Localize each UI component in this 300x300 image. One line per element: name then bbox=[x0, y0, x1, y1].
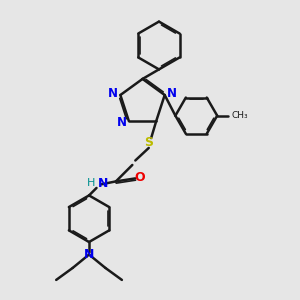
Text: N: N bbox=[98, 177, 109, 190]
Text: N: N bbox=[108, 87, 118, 100]
Text: N: N bbox=[116, 116, 127, 129]
Text: N: N bbox=[167, 87, 177, 100]
Text: S: S bbox=[144, 136, 153, 149]
Text: CH₃: CH₃ bbox=[231, 111, 248, 120]
Text: H: H bbox=[87, 178, 95, 188]
Text: O: O bbox=[134, 171, 145, 184]
Text: N: N bbox=[84, 248, 94, 261]
